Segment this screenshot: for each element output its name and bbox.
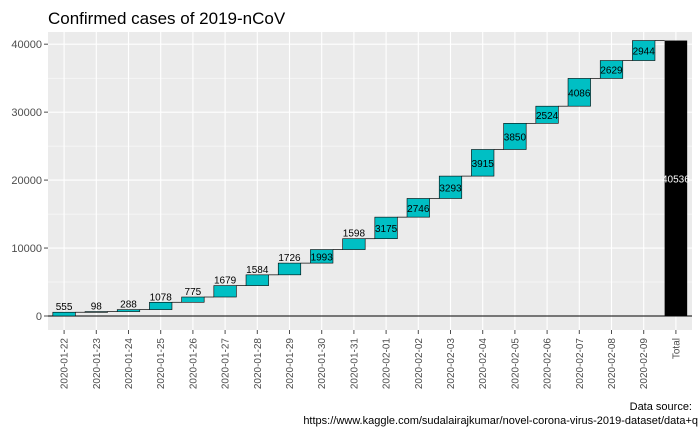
bar-2020-01-22 xyxy=(52,311,76,317)
bar-value-label: 3915 xyxy=(472,159,495,170)
bar-value-label: 2746 xyxy=(407,204,430,215)
bar-2020-01-24 xyxy=(116,309,141,312)
x-tick-label: 2020-02-04 xyxy=(478,338,489,390)
bar-2020-02-03 xyxy=(438,175,463,199)
bar-2020-02-05 xyxy=(503,123,527,150)
bar-value-label: 1078 xyxy=(150,292,173,303)
bar-2020-02-09 xyxy=(632,40,656,61)
x-tick-label: 2020-01-24 xyxy=(124,338,135,390)
x-tick-label: 2020-02-01 xyxy=(382,338,393,390)
chart-title: Confirmed cases of 2019-nCoV xyxy=(48,9,286,28)
x-tick-label: 2020-02-08 xyxy=(607,338,618,390)
bar-2020-01-23 xyxy=(84,311,108,313)
bar-value-label: 3850 xyxy=(504,132,527,143)
x-tick-label: 2020-02-03 xyxy=(446,338,457,390)
x-tick-label: 2020-01-30 xyxy=(317,338,328,390)
bar-value-label: 3175 xyxy=(375,224,398,235)
x-tick-label: 2020-01-27 xyxy=(221,338,232,390)
x-tick-label: 2020-02-09 xyxy=(639,338,650,390)
bar-value-label: 2944 xyxy=(633,47,656,58)
bar-value-label: 2524 xyxy=(536,111,559,122)
bar-2020-01-26 xyxy=(181,296,205,303)
y-tick-label: 10000 xyxy=(11,243,42,255)
bar-value-label: 2629 xyxy=(600,65,623,76)
y-tick-label: 40000 xyxy=(11,39,42,51)
x-tick-label: 2020-02-02 xyxy=(414,338,425,390)
plot-panel xyxy=(48,32,692,330)
bar-2020-02-02 xyxy=(406,198,430,218)
bar-value-label: 1726 xyxy=(278,253,301,264)
bar-value-label: 1679 xyxy=(214,276,237,287)
x-tick-label: Total xyxy=(671,338,682,359)
bar-value-label: 98 xyxy=(91,302,103,313)
x-tick-label: 2020-01-31 xyxy=(349,338,360,390)
y-tick-label: 30000 xyxy=(11,107,42,119)
bar-2020-02-01 xyxy=(374,216,398,240)
bar-value-label: 775 xyxy=(185,287,202,298)
bar-value-label: 4086 xyxy=(568,88,591,99)
bar-2020-01-30 xyxy=(310,249,334,264)
bar-value-label: 1584 xyxy=(246,265,269,276)
bar-2020-02-08 xyxy=(599,60,624,79)
x-tick-label: 2020-01-23 xyxy=(92,338,103,390)
x-tick-label: 2020-01-29 xyxy=(285,338,296,390)
x-axis: 2020-01-22 2020-01-23 2020-01-24 2020-01-25… xyxy=(60,330,682,390)
bar-value-label: 555 xyxy=(56,302,73,313)
bar-2020-01-25 xyxy=(149,301,173,310)
bars xyxy=(52,40,688,317)
bar-2020-01-29 xyxy=(277,262,302,276)
bar-2020-01-31 xyxy=(342,238,366,250)
x-tick-label: 2020-02-05 xyxy=(510,338,521,390)
y-tick-label: 20000 xyxy=(11,175,42,187)
caption-source-url: https://www.kaggle.com/sudalairajkumar/n… xyxy=(303,415,698,427)
bar-labels: 555 98 288 1078 775 1679 1584 1726 1993 1598 3175 2… xyxy=(56,47,690,314)
bar-2020-01-28 xyxy=(245,274,269,286)
bar-2020-01-27 xyxy=(213,285,237,298)
y-tick-label: 0 xyxy=(36,311,42,323)
x-tick-label: 2020-02-07 xyxy=(575,338,586,390)
bar-total xyxy=(664,40,688,317)
caption-source-label: Data source: xyxy=(630,401,692,413)
bar-value-label: 1993 xyxy=(311,252,334,263)
x-tick-label: 2020-01-26 xyxy=(188,338,199,390)
x-tick-label: 2020-01-25 xyxy=(156,338,167,390)
bar-2020-02-07 xyxy=(567,78,591,107)
y-axis: 0 10000 20000 30000 40000 xyxy=(11,39,48,323)
bar-value-label: 288 xyxy=(120,300,137,311)
x-tick-label: 2020-02-06 xyxy=(543,338,554,390)
x-tick-label: 2020-01-28 xyxy=(253,338,264,390)
x-tick-label: 2020-01-22 xyxy=(60,338,71,390)
bar-value-label: 1598 xyxy=(343,229,366,240)
bar-value-label: 3293 xyxy=(439,183,462,194)
bar-2020-02-06 xyxy=(535,105,559,124)
bar-total-label: 40536 xyxy=(662,174,690,185)
bar-2020-02-04 xyxy=(471,149,495,177)
